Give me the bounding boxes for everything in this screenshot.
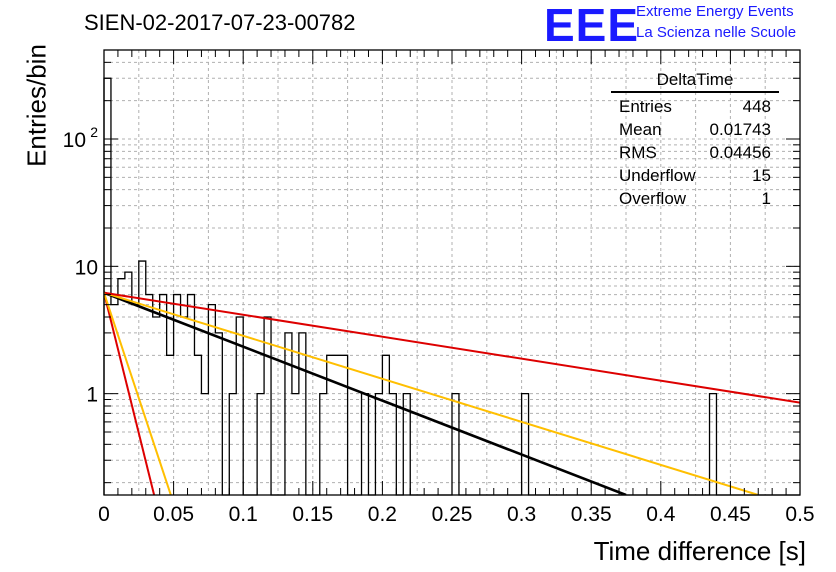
stats-row: Entries 448 [611,95,779,118]
stats-row: RMS 0.04456 [611,141,779,164]
x-tick-label: 0.3 [507,503,536,526]
y-tick-label-exponent: 2 [90,124,98,140]
stats-label: Mean [619,120,662,139]
fit-line [104,292,156,495]
stats-value: 0.01743 [709,120,771,139]
stats-row: Underflow 15 [611,164,779,187]
fit-line [104,291,800,404]
x-tick-label: 0.5 [785,503,814,526]
y-tick-label: 10 [63,129,86,152]
axes: 0 0.05 0.1 0.15 0.2 0.25 0.3 0.35 0.4 0.45 0.5 1 10 1… [63,49,815,526]
x-tick-label: 0 [98,503,110,526]
stats-value: 1 [761,189,771,208]
logo-line-1: Extreme Energy Events [636,3,794,20]
stats-value: 15 [752,166,771,185]
y-axis-label: Entries/bin [21,44,52,167]
x-tick-label: 0.25 [432,503,473,526]
stats-label: Entries [619,97,672,116]
fit-line [104,291,627,495]
stats-label: Underflow [619,166,696,185]
x-tick-label: 0.45 [710,503,751,526]
fit-line [104,292,172,495]
stats-box: DeltaTime Entries 448 Mean 0.01743 RMS 0.04… [611,70,779,210]
y-tick-label: 1 [86,384,98,407]
stats-value: 0.04456 [709,143,771,162]
chart-title: SIEN-02-2017-07-23-00782 [84,10,356,35]
stats-row: Mean 0.01743 [611,118,779,141]
logo-line-2: La Scienza nelle Scuole [636,24,797,41]
stats-name: DeltaTime [611,70,779,93]
y-tick-label: 10 [75,256,98,279]
fit-lines [104,291,800,495]
stats-label: RMS [619,143,657,162]
logo-mark: EEE [544,0,640,51]
x-axis-label: Time difference [s] [593,536,806,566]
stats-label: Overflow [619,189,687,208]
x-tick-label: 0.05 [153,503,194,526]
x-tick-label: 0.4 [646,503,676,526]
stats-row: Overflow 1 [611,187,779,210]
stats-value: 448 [742,97,771,116]
fit-line [104,291,759,495]
x-tick-label: 0.1 [229,503,258,526]
x-tick-label: 0.2 [368,503,397,526]
x-tick-label: 0.15 [292,503,333,526]
x-tick-label: 0.35 [571,503,612,526]
